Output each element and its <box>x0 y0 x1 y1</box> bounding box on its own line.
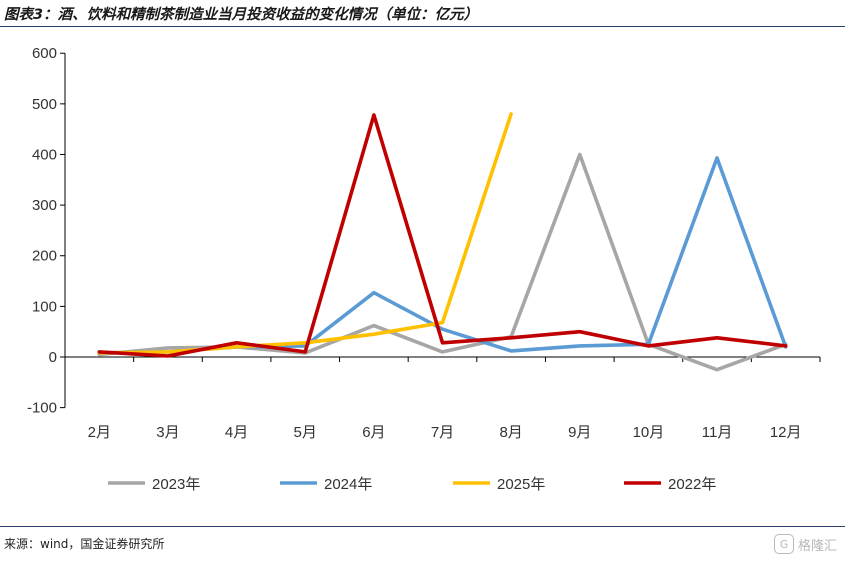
x-tick-label: 12月 <box>770 424 802 441</box>
x-tick-label: 6月 <box>362 424 385 441</box>
x-tick-label: 7月 <box>431 424 454 441</box>
legend-label: 2024年 <box>324 476 372 493</box>
chart-legend: 2023年 2024年 2025年 2022年 <box>108 476 716 493</box>
source-note: 来源：wind，国金证券研究所 <box>4 537 165 551</box>
y-tick-label: 100 <box>32 298 57 315</box>
series-line <box>97 113 788 358</box>
chart-title: 图表3：酒、饮料和精制茶制造业当月投资收益的变化情况（单位：亿元） <box>4 7 479 23</box>
chart-series <box>97 112 788 372</box>
x-tick-label: 8月 <box>499 424 522 441</box>
bottom-divider <box>0 526 845 527</box>
top-divider <box>0 26 845 27</box>
y-tick-label: -100 <box>27 400 57 417</box>
x-tick-label: 5月 <box>294 424 317 441</box>
legend-label: 2022年 <box>668 476 716 493</box>
x-tick-label: 4月 <box>225 424 248 441</box>
legend-label: 2025年 <box>497 476 545 493</box>
brand-label: 格隆汇 <box>797 538 837 554</box>
g-logo-icon: G <box>773 534 794 554</box>
line-chart: -100 0 100 200 300 400 500 600 2月 3月 4月 5月 6月 7月 8月 9月 1… <box>27 45 821 493</box>
x-tick-label: 3月 <box>156 424 179 441</box>
y-tick-label: 200 <box>32 248 57 265</box>
y-tick-label: 400 <box>32 146 57 163</box>
y-tick-label: 300 <box>32 197 57 214</box>
watermark-brand: G 格隆汇 <box>773 532 837 556</box>
x-tick-label: 2月 <box>88 424 111 441</box>
y-tick-label: 600 <box>32 45 57 62</box>
x-tick-label: 9月 <box>568 424 591 441</box>
x-tick-label: 10月 <box>633 424 665 441</box>
legend-label: 2023年 <box>152 476 200 493</box>
y-tick-label: 0 <box>49 349 57 366</box>
y-tick-label: 500 <box>32 96 57 113</box>
chart-axes: -100 0 100 200 300 400 500 600 2月 3月 4月 5月 6月 7月 8月 9月 1… <box>27 45 821 441</box>
x-tick-label: 11月 <box>702 424 733 441</box>
series-line <box>97 112 513 355</box>
